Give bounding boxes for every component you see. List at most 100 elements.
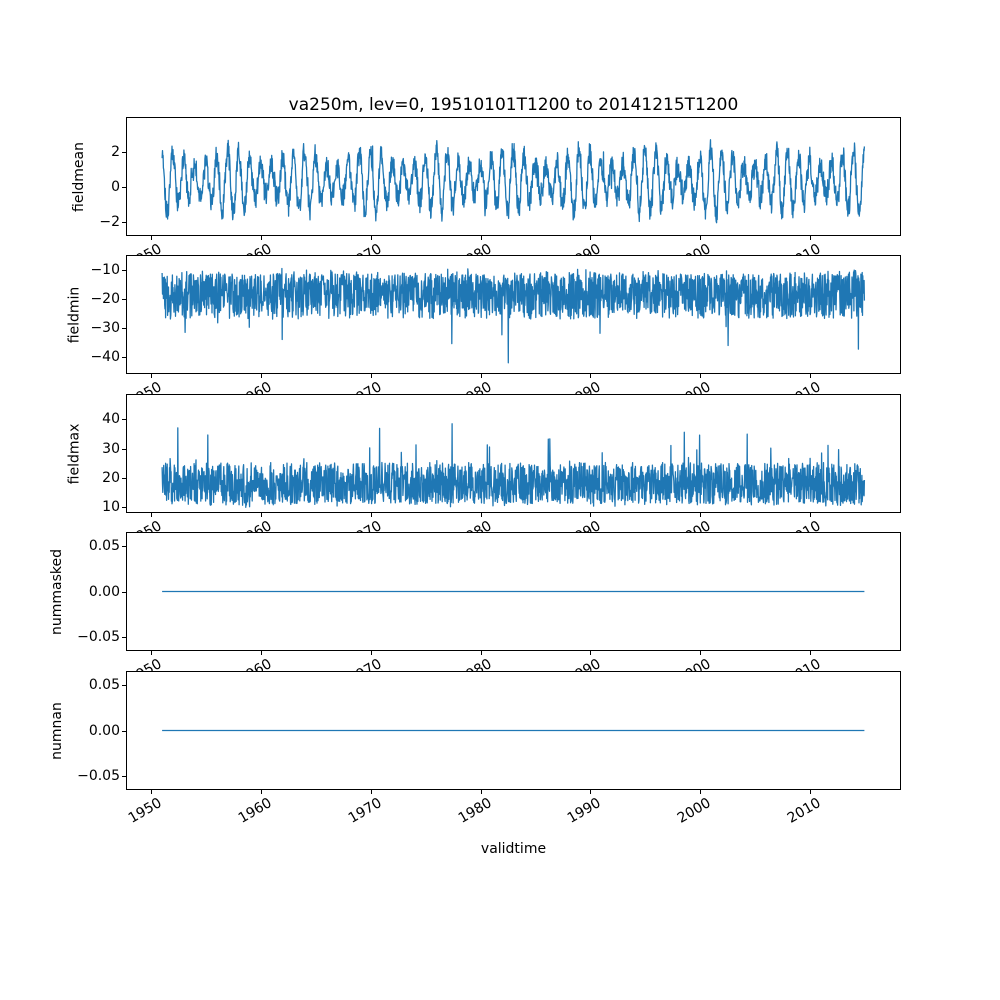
- x-tick-label: 2010: [785, 241, 824, 273]
- y-tick-label: −0.05: [77, 629, 120, 645]
- x-tick-label: 1990: [565, 379, 604, 411]
- x-tick-label: 2000: [675, 241, 714, 273]
- x-tick: [810, 236, 811, 240]
- x-tick: [590, 236, 591, 240]
- y-axis-label-box: fieldmin: [9, 250, 139, 380]
- x-tick-label: 1960: [236, 795, 275, 827]
- x-tick-label: 1980: [456, 241, 495, 273]
- x-tick-label: 2000: [675, 656, 714, 688]
- x-tick: [481, 513, 482, 517]
- x-tick-label: 2000: [675, 795, 714, 827]
- x-tick: [261, 651, 262, 655]
- y-tick: [122, 222, 126, 223]
- y-axis-label-box: fieldmean: [14, 112, 144, 242]
- x-tick-label: 2010: [785, 795, 824, 827]
- x-tick-label: 1980: [456, 656, 495, 688]
- x-tick: [371, 374, 372, 378]
- y-axis-label: fieldmax: [66, 423, 82, 484]
- y-tick: [122, 328, 126, 329]
- y-axis-label-box: fieldmax: [9, 389, 139, 519]
- y-tick: [122, 187, 126, 188]
- y-tick-label: −20: [90, 291, 120, 307]
- x-tick: [810, 513, 811, 517]
- x-tick-label: 1970: [346, 795, 385, 827]
- x-tick: [261, 374, 262, 378]
- y-tick: [122, 152, 126, 153]
- x-tick-label: 2010: [785, 518, 824, 550]
- y-tick: [122, 731, 126, 732]
- x-tick: [810, 790, 811, 794]
- y-tick-label: 10: [102, 499, 120, 515]
- data-line-fieldmean: [161, 139, 866, 224]
- y-axis-label: nummasked: [48, 548, 65, 635]
- y-tick: [122, 685, 126, 686]
- y-axis-label: fieldmin: [65, 286, 82, 343]
- y-tick: [122, 357, 126, 358]
- x-tick: [371, 790, 372, 794]
- y-tick-label: 40: [102, 411, 120, 427]
- x-tick-label: 2000: [675, 518, 714, 550]
- x-axis-label: validtime: [480, 841, 547, 857]
- x-tick: [590, 513, 591, 517]
- plot-area-fieldmean: [126, 117, 901, 236]
- y-tick-label: −2: [99, 214, 120, 230]
- y-tick: [122, 592, 126, 593]
- x-tick: [151, 513, 152, 517]
- x-tick: [261, 236, 262, 240]
- x-tick: [371, 236, 372, 240]
- x-tick: [481, 236, 482, 240]
- chart-title: va250m, lev=0, 19510101T1200 to 20141215…: [288, 95, 739, 115]
- y-tick: [122, 449, 126, 450]
- x-tick-label: 1990: [565, 241, 604, 273]
- y-tick-label: −40: [90, 349, 120, 365]
- x-tick: [481, 374, 482, 378]
- x-tick-label: 1950: [126, 518, 165, 550]
- plot-area-nummasked: [126, 532, 901, 651]
- x-tick-label: 1980: [456, 518, 495, 550]
- x-tick: [151, 651, 152, 655]
- y-tick-label: 0.05: [88, 538, 120, 554]
- y-tick: [122, 637, 126, 638]
- plot-area-fieldmax: [126, 394, 901, 513]
- x-tick-label: 2000: [675, 379, 714, 411]
- y-tick-label: 0.00: [88, 723, 120, 739]
- x-tick-label: 2010: [785, 379, 824, 411]
- x-tick: [151, 374, 152, 378]
- y-tick-label: 30: [102, 441, 120, 457]
- x-tick: [700, 236, 701, 240]
- y-axis-label: fieldmean: [70, 141, 87, 212]
- x-tick-label: 1950: [126, 656, 165, 688]
- y-axis-label-box: nummasked: [0, 527, 122, 657]
- x-tick-label: 1980: [456, 795, 495, 827]
- data-line-fieldmax: [161, 423, 866, 508]
- x-tick: [261, 790, 262, 794]
- y-tick: [122, 419, 126, 420]
- x-tick: [700, 374, 701, 378]
- x-tick: [261, 513, 262, 517]
- x-tick: [700, 790, 701, 794]
- y-axis-label-box: numnan: [0, 666, 122, 796]
- plot-area-fieldmin: [126, 255, 901, 374]
- x-tick-label: 1970: [346, 656, 385, 688]
- x-tick-label: 1960: [236, 518, 275, 550]
- data-line-fieldmin: [161, 267, 866, 364]
- x-tick-label: 2010: [785, 656, 824, 688]
- y-tick-label: −30: [90, 320, 120, 336]
- x-tick-label: 1950: [126, 379, 165, 411]
- x-tick: [481, 790, 482, 794]
- y-tick: [122, 478, 126, 479]
- y-axis-label: numnan: [49, 701, 65, 760]
- x-tick: [371, 651, 372, 655]
- x-tick-label: 1990: [565, 656, 604, 688]
- y-tick-label: 0: [111, 179, 120, 195]
- x-tick-label: 1970: [346, 241, 385, 273]
- x-tick: [371, 513, 372, 517]
- x-tick-label: 1960: [236, 656, 275, 688]
- x-tick-label: 1990: [565, 518, 604, 550]
- x-tick-label: 1990: [565, 795, 604, 827]
- x-tick: [700, 513, 701, 517]
- y-tick: [122, 270, 126, 271]
- y-tick: [122, 776, 126, 777]
- x-tick-label: 1950: [126, 241, 165, 273]
- x-tick-label: 1960: [236, 379, 275, 411]
